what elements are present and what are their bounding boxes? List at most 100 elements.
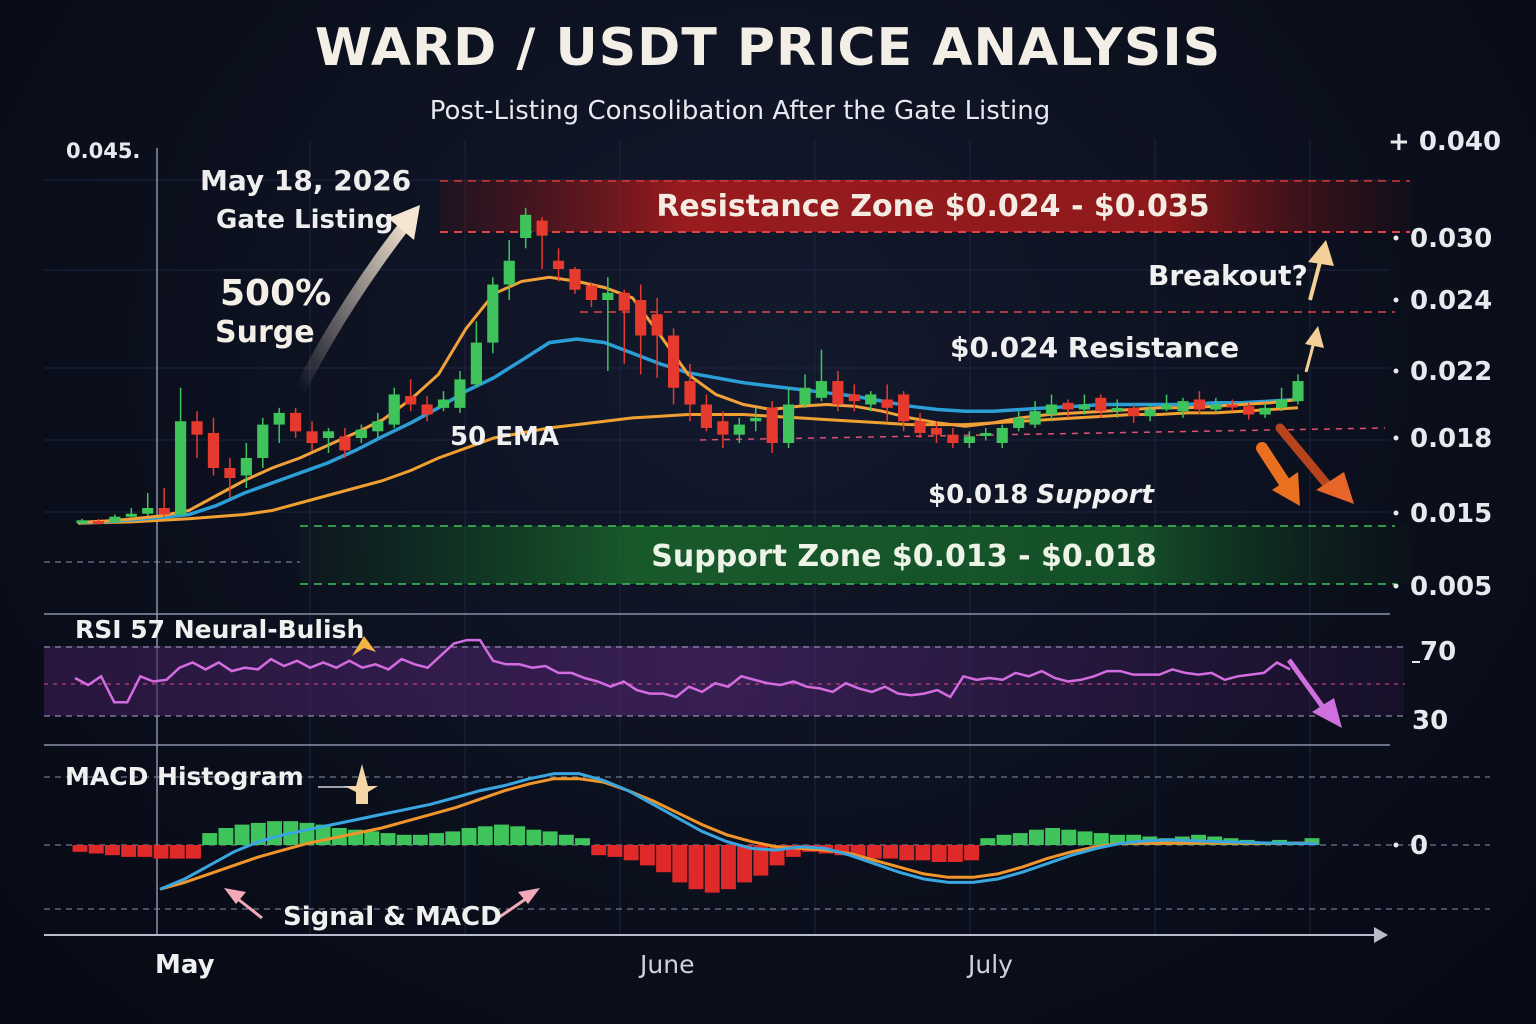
candle-body [1062, 402, 1074, 410]
candle-body [914, 421, 926, 433]
candle-body [1177, 401, 1189, 412]
right-tick-6: 0.005 [1410, 572, 1492, 602]
candle-body [815, 381, 828, 398]
macd-histogram-bar [477, 826, 493, 845]
candle-body [125, 513, 137, 517]
candle-body [1111, 407, 1123, 412]
macd-histogram-bar [964, 845, 980, 861]
rsi-marker-icon [352, 636, 376, 656]
macd-histogram-bar [607, 845, 623, 857]
macd-marker-icon [344, 764, 378, 804]
candle-body [865, 394, 877, 405]
candle-body [684, 381, 696, 405]
candle-body [1078, 404, 1090, 410]
ema-slow-line [77, 406, 1299, 525]
macd-line [159, 772, 1319, 891]
macd-label: MACD Histogram [65, 762, 304, 791]
resistance-arrow-icon [1304, 341, 1316, 373]
resistance-arrowhead-icon [1305, 326, 1324, 348]
macd-histogram-bar [234, 824, 250, 845]
candle-body [224, 468, 236, 478]
macd-histogram-bar [1012, 833, 1028, 845]
candle-body [1013, 417, 1025, 428]
chart-title: WARD / USDT PRICE ANALYSIS [314, 18, 1222, 78]
candle-body [1226, 404, 1238, 408]
macd-histogram-bar [558, 834, 574, 845]
listing-date-label: May 18, 2026 [200, 164, 411, 197]
support-zone-label: Support Zone $0.013 - $0.018 [651, 539, 1157, 574]
candle-body [520, 214, 532, 238]
macd-histogram-bar [104, 845, 120, 856]
macd-histogram-bar [267, 821, 282, 845]
right-tick-4: 0.018 [1410, 424, 1492, 454]
macd-histogram-bar [1126, 834, 1142, 845]
ema-fast-line [77, 275, 1299, 524]
macd-histogram-bar [591, 845, 607, 856]
candle-body [191, 421, 203, 435]
candle-body [750, 417, 762, 422]
candle-body [783, 404, 795, 443]
macd-histogram-bar [88, 845, 104, 854]
candle-body [240, 458, 252, 476]
support-value: $0.018 [928, 480, 1028, 510]
ema-label: 50 EMA [450, 422, 559, 452]
candle-body [92, 521, 105, 525]
macd-histogram-bar [623, 845, 639, 861]
candle-body [257, 424, 269, 458]
macd-histogram-bar [445, 831, 461, 845]
candlesticks [76, 207, 1304, 525]
macd-histogram-bar [931, 845, 947, 862]
signal-arrowhead-right-icon [518, 888, 540, 904]
candle-body [898, 394, 910, 422]
candle-body [1045, 404, 1058, 415]
candle-body [536, 220, 548, 236]
candle-body [454, 379, 466, 408]
macd-histogram-bar [1061, 829, 1077, 845]
resistance-zone [440, 180, 1410, 232]
rsi-band [44, 646, 1404, 716]
candle-body [1210, 404, 1222, 410]
macd-histogram-bar [542, 831, 558, 845]
macd-histogram-bar [186, 845, 201, 859]
down-arrowhead-orange-icon [1272, 472, 1300, 506]
macd-histogram-bar [656, 845, 672, 873]
candle-body [421, 404, 433, 415]
breakout-label: Breakout? [1148, 259, 1308, 292]
x-axis-arrow [1374, 927, 1388, 943]
right-axis-dots [1393, 235, 1399, 848]
down-arrowhead-red-icon [1316, 472, 1354, 504]
macd-histogram-bar [494, 824, 509, 845]
macd-histogram-bar [996, 834, 1012, 845]
macd-zero-label: 0 [1410, 831, 1428, 861]
candle-body [700, 404, 713, 428]
macd-histogram-bar [1077, 831, 1093, 845]
macd-histogram-bar [1028, 829, 1044, 845]
macd-histogram-bar [1093, 833, 1109, 845]
candle-body [651, 314, 663, 336]
x-tick-may: May [155, 950, 215, 980]
candle-body [76, 520, 88, 524]
candle-body [980, 432, 992, 436]
candle-body [832, 381, 844, 405]
macd-histogram-bar [169, 845, 185, 859]
macd-histogram-bar [526, 829, 542, 845]
macd-histogram-bar [218, 828, 234, 845]
candle-body [585, 285, 597, 300]
candle-body [733, 424, 745, 435]
down-arrow-orange-icon [1256, 442, 1294, 494]
candle-body [290, 412, 302, 432]
candle-body [1029, 411, 1041, 425]
candle-body [667, 335, 680, 388]
macd-histogram-bar [1304, 838, 1320, 845]
candle-body [273, 412, 285, 425]
candle-body [1292, 381, 1304, 402]
surge-arrowhead-icon [388, 205, 420, 240]
rsi-line [74, 638, 1291, 704]
macd-histogram-bar [153, 845, 169, 859]
candle-body [158, 508, 170, 515]
candle-body [175, 421, 187, 515]
macd-histogram-bar [461, 828, 477, 845]
candle-body [388, 394, 400, 425]
right-tick-0: + 0.040 [1388, 127, 1501, 157]
right-tick-3: 0.022 [1410, 357, 1492, 387]
